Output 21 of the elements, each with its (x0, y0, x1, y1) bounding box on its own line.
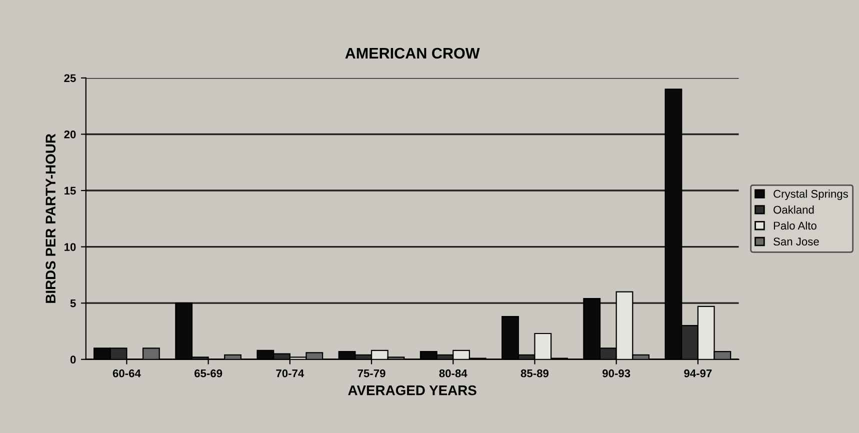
x-tick-label: 94-97 (684, 369, 712, 378)
y-tick-label: 15 (64, 186, 76, 195)
x-tick-label: 65-69 (194, 369, 222, 378)
x-tick-label: 90-93 (602, 369, 630, 378)
y-tick-label: 20 (64, 130, 76, 138)
chart-title: AMERICAN CROW (345, 48, 480, 59)
x-tick-label: 75-79 (358, 369, 386, 378)
x-tick-label: 80-84 (439, 369, 468, 378)
y-tick-label: 0 (70, 356, 76, 364)
legend-label: Crystal Springs (774, 190, 848, 200)
y-axis-title: BIRDS PER PARTY-HOUR (46, 134, 56, 303)
y-tick-label: 25 (64, 74, 76, 82)
legend-label: Palo Alto (774, 221, 816, 230)
x-tick-label: 60-64 (112, 369, 141, 378)
x-tick-label: 70-74 (276, 369, 304, 378)
y-tick-label: 5 (70, 299, 76, 308)
y-tick-label: 10 (64, 243, 76, 251)
x-axis-title: AVERAGED YEARS (348, 385, 476, 396)
x-tick-label: 85-89 (520, 369, 549, 378)
legend-label: Oakland (774, 206, 814, 214)
legend-label: San Jose (774, 238, 819, 246)
